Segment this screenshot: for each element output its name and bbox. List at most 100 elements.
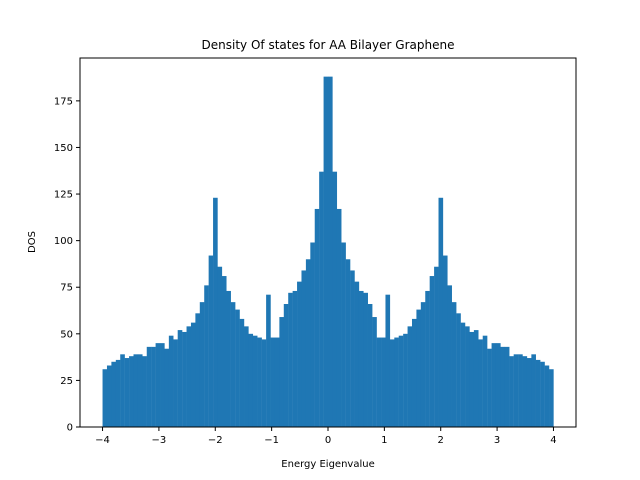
histogram-bar	[146, 346, 152, 427]
histogram-bar	[115, 359, 121, 427]
histogram-bar	[248, 333, 254, 427]
histogram-bar	[305, 259, 311, 427]
histogram-bar	[106, 365, 112, 427]
histogram-bar	[540, 361, 545, 427]
histogram-bar	[398, 335, 404, 427]
histogram-bar	[182, 331, 187, 427]
histogram-bar	[350, 270, 355, 427]
histogram-bar	[137, 354, 143, 427]
histogram-bar	[549, 369, 554, 427]
histogram-bar	[447, 285, 452, 427]
histogram-bar	[376, 337, 382, 427]
histogram-bar	[204, 285, 209, 427]
histogram-bar	[332, 171, 338, 427]
histogram-bar	[292, 290, 298, 427]
histogram-bar	[328, 76, 333, 428]
histogram-bar	[478, 339, 483, 427]
histogram-bar	[195, 313, 201, 427]
histogram-bar	[133, 354, 139, 427]
histogram-bar	[252, 335, 258, 427]
histogram-bar	[155, 343, 161, 427]
histogram-bar	[213, 197, 218, 427]
histogram-bar	[416, 309, 422, 427]
histogram-bar	[442, 255, 448, 427]
histogram-bar	[535, 359, 541, 427]
histogram-bar	[434, 266, 439, 427]
histogram-bar	[358, 290, 364, 427]
histogram-bar	[266, 294, 271, 427]
histogram-bar	[473, 330, 479, 427]
histogram-bar	[230, 302, 236, 427]
histogram-bar	[526, 358, 532, 427]
histogram-bar	[288, 292, 293, 427]
x-tick-label: 2	[438, 435, 444, 446]
histogram-bar	[363, 292, 368, 427]
y-tick-label: 75	[60, 283, 73, 294]
histogram-bar	[336, 208, 342, 427]
histogram-bar	[394, 337, 399, 427]
histogram-bar	[120, 354, 125, 427]
histogram-bar	[190, 322, 196, 427]
x-tick-label: −2	[208, 435, 223, 446]
y-axis-ticks: 0 25 50 75 100 125 150 175	[54, 96, 80, 434]
histogram-bar	[124, 358, 130, 427]
histogram-bar	[297, 281, 302, 427]
y-tick-label: 25	[60, 376, 73, 387]
histogram-bar	[389, 339, 395, 427]
histogram-bar	[102, 369, 108, 427]
histogram-bar	[487, 348, 492, 427]
histogram-bar	[319, 171, 324, 427]
histogram-bar	[354, 281, 360, 427]
y-tick-label: 125	[54, 190, 73, 201]
histogram-bar	[314, 208, 320, 427]
histogram-bar	[500, 346, 506, 427]
histogram-bar	[217, 266, 223, 427]
histogram-bar	[509, 356, 514, 427]
y-tick-label: 0	[67, 423, 73, 434]
plot-frame	[79, 57, 577, 428]
histogram-bar	[164, 348, 170, 427]
histogram-bar	[221, 276, 227, 427]
histogram-bar	[522, 356, 528, 427]
y-tick-label: 50	[60, 329, 73, 340]
histogram-bar	[372, 317, 377, 427]
histogram-bar	[429, 276, 435, 427]
histogram-bar	[460, 322, 466, 427]
histogram-bar	[544, 365, 550, 427]
histogram-bar	[456, 313, 461, 427]
histogram-bar	[151, 346, 156, 427]
histogram-bar	[235, 309, 240, 427]
x-tick-label: 3	[494, 435, 500, 446]
histogram-bar	[491, 343, 497, 427]
histogram-bar	[160, 343, 165, 427]
histogram-bar	[403, 333, 408, 427]
histogram-bar	[381, 337, 386, 427]
histogram-bar	[261, 339, 267, 427]
histogram-bar	[239, 318, 245, 427]
histogram-bar	[345, 259, 351, 427]
x-axis-ticks: −4 −3 −2 −1 0 1 2 3 4	[95, 427, 557, 446]
y-tick-label: 150	[54, 143, 73, 154]
histogram-bar	[451, 302, 457, 427]
histogram-bar	[367, 304, 373, 427]
histogram-bars	[102, 76, 554, 428]
histogram-bar	[301, 270, 307, 427]
histogram-bar	[531, 354, 536, 427]
y-axis-label: DOS	[27, 231, 38, 253]
histogram-bar	[283, 304, 289, 427]
histogram-bar	[244, 326, 249, 427]
histogram-bar	[438, 197, 444, 427]
histogram-bar	[279, 317, 284, 427]
x-tick-label: −3	[152, 435, 167, 446]
x-tick-label: 4	[550, 435, 556, 446]
histogram-bar	[177, 330, 183, 427]
histogram-bar	[385, 294, 391, 427]
histogram-bar	[513, 354, 519, 427]
histogram-bar	[323, 76, 329, 428]
histogram-bar	[341, 242, 346, 427]
histogram-bar	[173, 339, 178, 427]
x-tick-label: −4	[95, 435, 110, 446]
histogram-bar	[274, 337, 280, 427]
histogram-bar	[208, 255, 214, 427]
